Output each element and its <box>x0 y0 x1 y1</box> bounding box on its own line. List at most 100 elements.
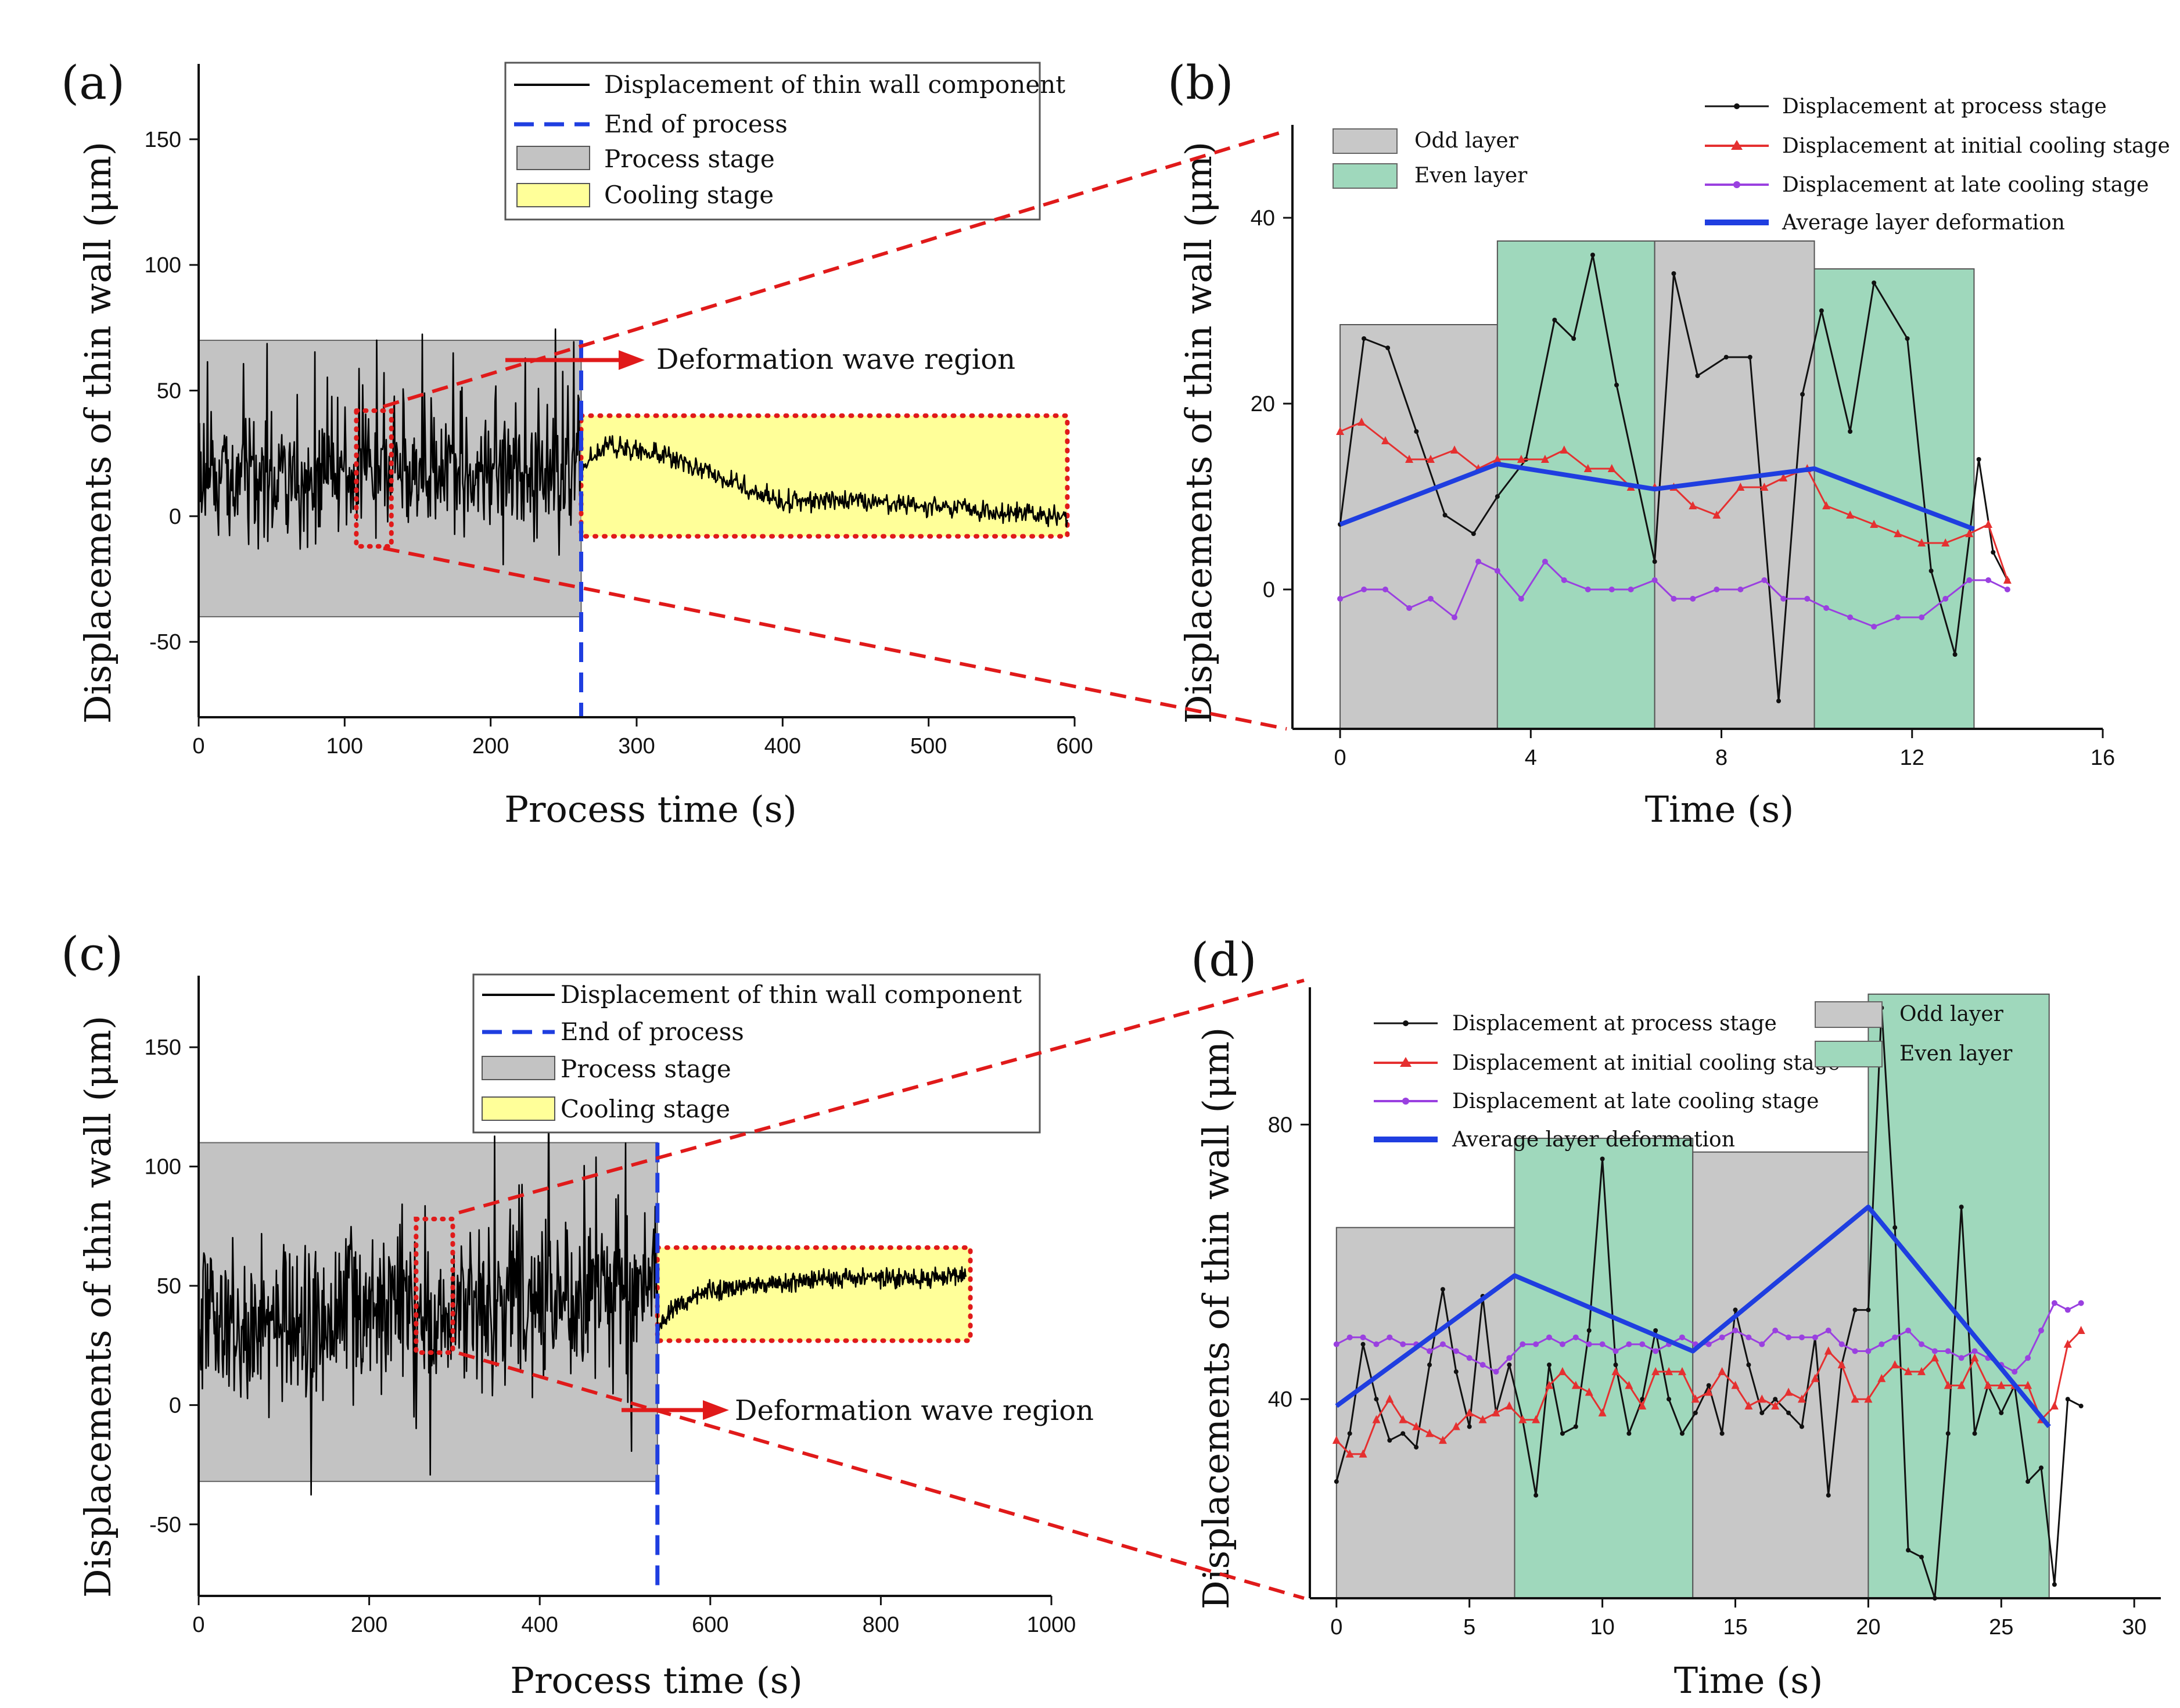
data-point <box>1997 1380 2006 1389</box>
x-tick-label: 0 <box>1330 1615 1342 1639</box>
data-point <box>1693 1410 1698 1415</box>
legend-entry: Cooling stage <box>561 1095 730 1123</box>
data-point <box>1493 455 1502 463</box>
data-point <box>1957 1380 1966 1389</box>
data-point <box>1851 1394 1859 1403</box>
x-tick-label: 5 <box>1463 1615 1475 1639</box>
y-tick-label: 50 <box>157 379 181 404</box>
data-point <box>1613 1362 1618 1368</box>
panel-b-x-label: Time (s) <box>1645 788 1794 830</box>
data-point <box>1966 577 1973 583</box>
data-point <box>1719 1334 1725 1340</box>
data-point <box>1453 1369 1459 1374</box>
data-point <box>1759 1410 1765 1415</box>
y-tick-label: 40 <box>1251 206 1275 231</box>
legend-entry: Process stage <box>604 145 775 173</box>
data-point <box>1552 318 1557 322</box>
data-point <box>1639 1341 1646 1347</box>
data-point <box>1332 1436 1341 1444</box>
panel-c: (c) 0 200 400 600 800 1000 -50 0 50 100 150 Proces… <box>61 927 1094 1702</box>
series-line <box>1335 1204 2051 1429</box>
data-point <box>1518 1415 1527 1423</box>
data-point <box>1558 1367 1567 1375</box>
y-tick-label: -50 <box>149 1513 181 1537</box>
data-point <box>1612 1348 1619 1354</box>
data-point <box>1892 1334 1898 1340</box>
data-point <box>1837 1360 1846 1369</box>
data-point <box>1984 520 1993 528</box>
data-point <box>1944 1380 1952 1389</box>
data-point <box>1439 1341 1446 1347</box>
data-point <box>1517 455 1525 463</box>
data-point <box>1976 457 1981 462</box>
data-point <box>1559 1341 1565 1347</box>
zoom-box <box>354 408 394 549</box>
data-point <box>1653 1348 1659 1354</box>
data-point <box>1360 1342 1366 1347</box>
data-point <box>1941 538 1950 546</box>
data-point <box>1442 513 1448 517</box>
data-point <box>1405 455 1414 463</box>
data-point <box>1345 1449 1354 1458</box>
data-point <box>1362 336 1367 341</box>
data-point <box>1495 494 1500 499</box>
data-point <box>1718 1367 1726 1375</box>
y-tick-label: 150 <box>145 128 181 152</box>
data-point <box>1800 392 1805 397</box>
x-tick-label: 1000 <box>1027 1613 1076 1637</box>
data-point <box>1414 429 1419 434</box>
data-point <box>1747 355 1752 359</box>
data-point <box>1866 1307 1871 1313</box>
data-point <box>1651 1367 1660 1375</box>
data-point <box>1905 1328 1912 1334</box>
panel-a-label: (a) <box>61 56 125 110</box>
x-tick-label: 200 <box>472 734 509 758</box>
data-point <box>1625 1380 1633 1389</box>
data-point <box>1640 1397 1645 1402</box>
data-point <box>1970 1353 1979 1362</box>
data-point <box>1904 1367 1913 1375</box>
data-point <box>1928 569 1934 573</box>
data-point <box>2052 1582 2057 1587</box>
data-point <box>1628 587 1634 592</box>
data-point <box>1545 1380 1554 1389</box>
data-point <box>1719 1431 1725 1436</box>
data-point <box>1360 1334 1366 1340</box>
data-point <box>1971 1348 1978 1354</box>
data-point <box>1895 614 1901 620</box>
arrow-head <box>703 1400 729 1420</box>
data-point <box>1773 1397 1778 1402</box>
data-point <box>1626 1431 1632 1436</box>
data-point <box>1452 1422 1460 1430</box>
data-point <box>1704 1387 1713 1396</box>
data-point <box>1333 1341 1339 1347</box>
data-point <box>2077 1326 2085 1335</box>
data-point <box>1917 538 1926 546</box>
legend-entry: Odd layer <box>1899 1002 2004 1026</box>
data-point <box>1811 1373 1819 1382</box>
odd-layer-bar <box>1339 324 1498 729</box>
data-point <box>2038 1465 2043 1470</box>
data-point <box>1737 587 1744 592</box>
data-point <box>2003 576 2012 584</box>
x-tick-label: 0 <box>1334 746 1346 770</box>
data-point <box>1586 1341 1592 1347</box>
panel-c-legend: Displacement of thin wall component End … <box>472 973 1041 1134</box>
data-point <box>1786 1410 1791 1415</box>
data-point <box>1546 1334 1553 1340</box>
data-point <box>1533 1493 1539 1498</box>
data-point <box>1385 1394 1394 1403</box>
data-point <box>1804 596 1811 602</box>
y-tick-label: 80 <box>1268 1113 1292 1137</box>
data-point <box>1695 373 1700 378</box>
data-point <box>1731 1380 1740 1389</box>
data-point <box>1906 1548 1911 1553</box>
data-point <box>1733 1307 1738 1313</box>
data-point <box>2063 1339 2072 1348</box>
data-point <box>1847 614 1854 620</box>
data-point <box>1931 1348 1938 1354</box>
data-point <box>1440 1287 1445 1292</box>
data-point <box>1412 1422 1421 1430</box>
data-point <box>1891 1360 1899 1369</box>
